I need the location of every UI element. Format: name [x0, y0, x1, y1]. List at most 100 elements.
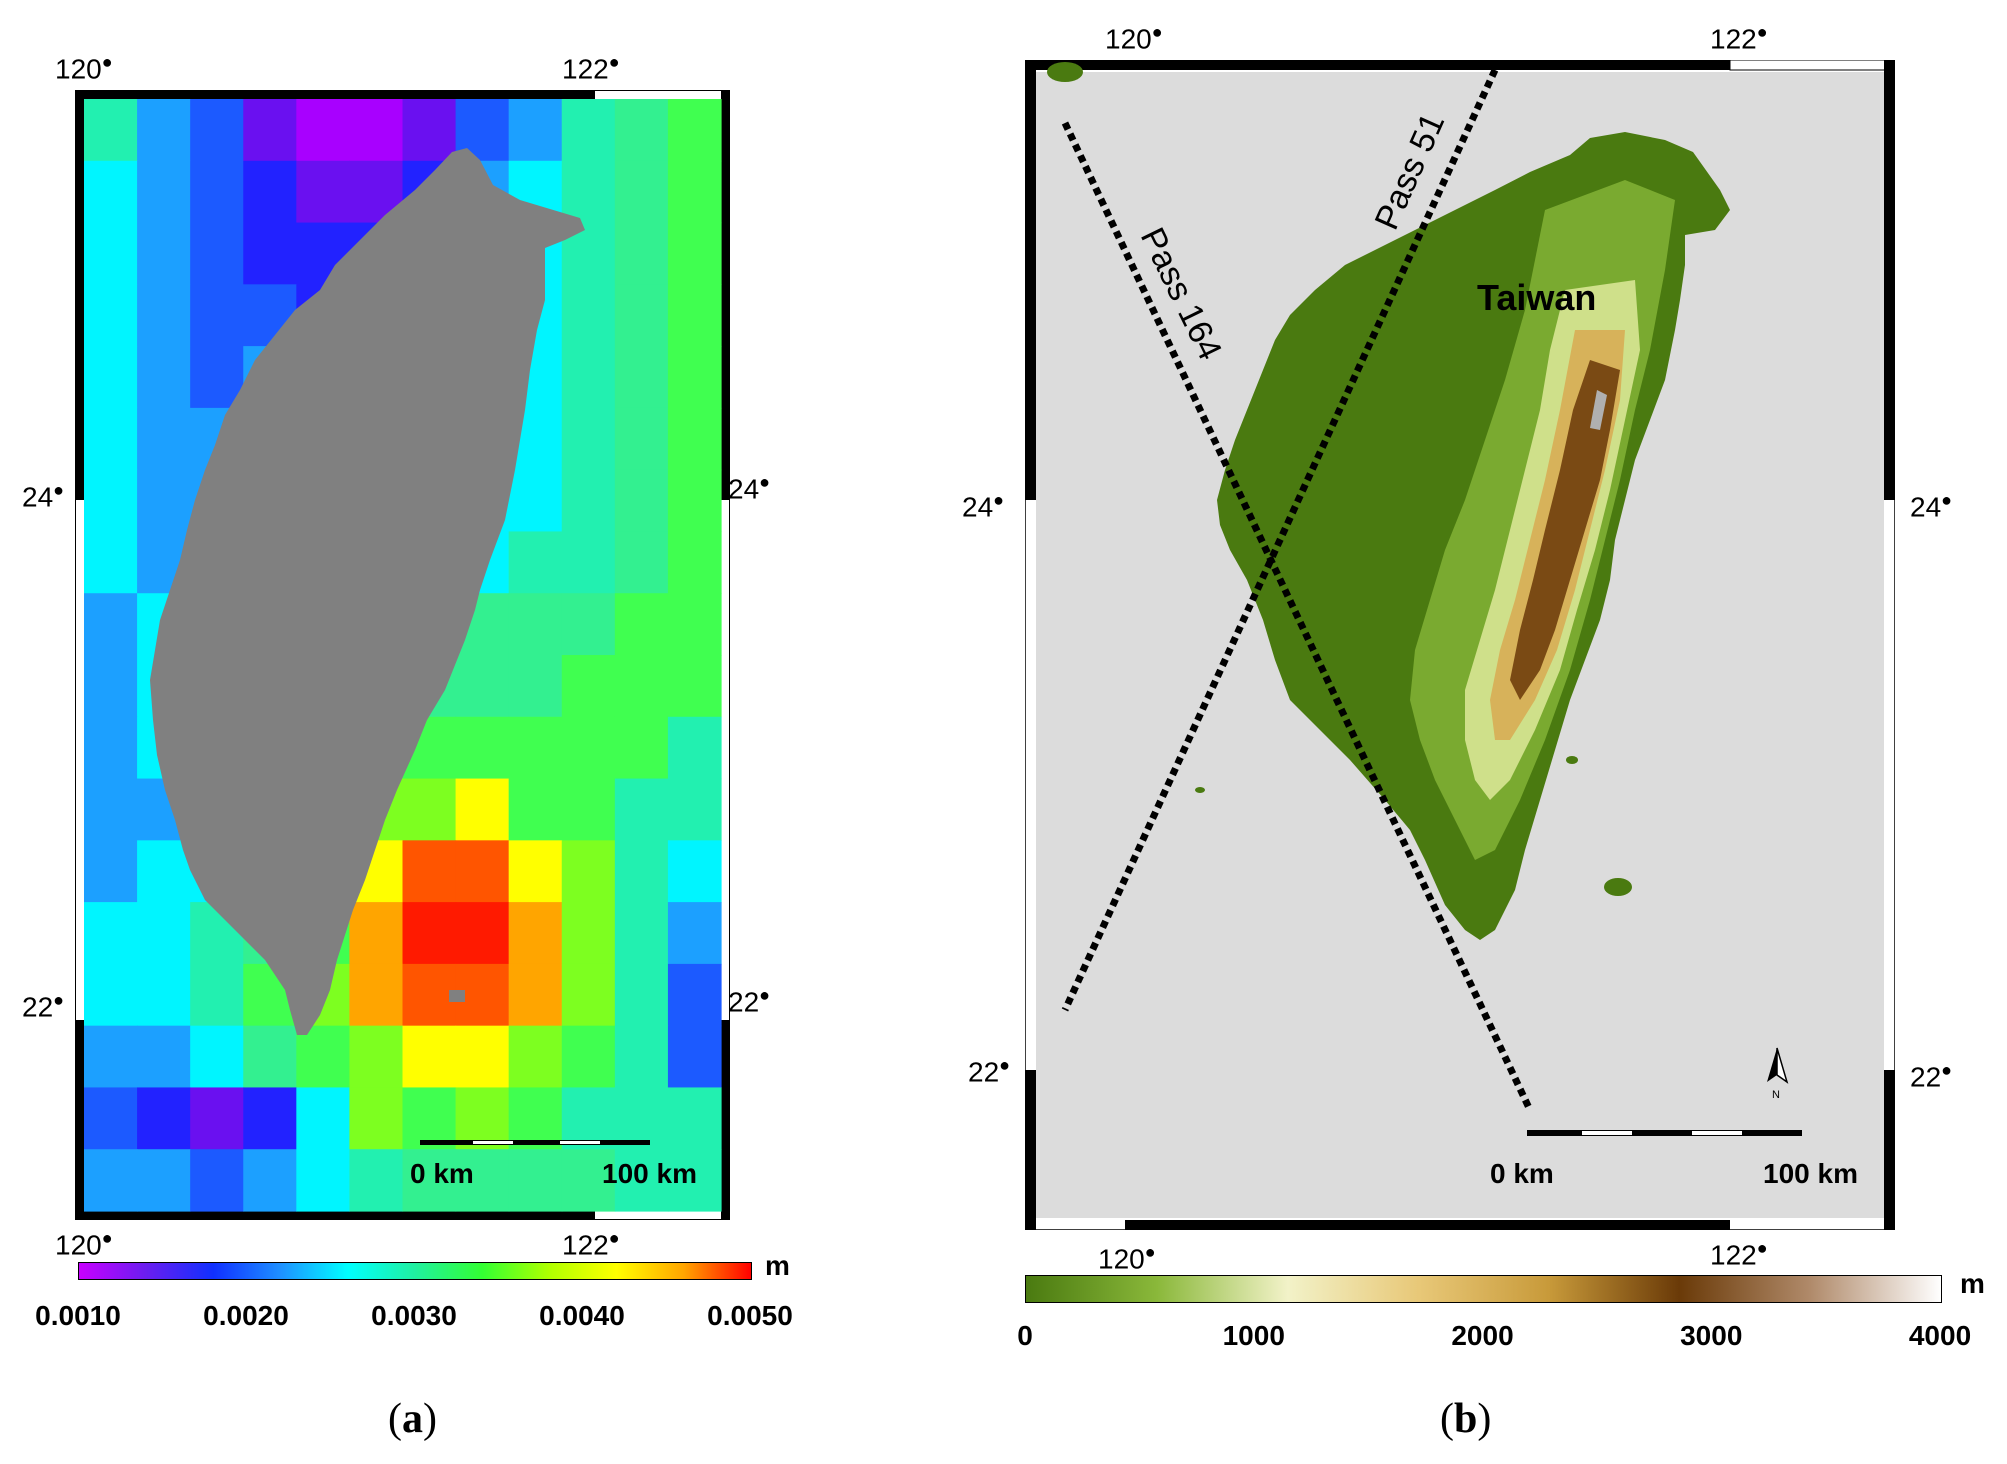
raster-cell — [84, 222, 138, 285]
colorbar-tick-label: 3000 — [1680, 1320, 1743, 1351]
raster-cell — [190, 222, 244, 285]
raster-cell — [243, 160, 297, 224]
raster-cell — [349, 1025, 404, 1089]
lat-label-left-lower: 22● — [968, 1055, 1011, 1088]
lat-label-right-lower: 22● — [728, 985, 771, 1018]
small-island — [1195, 787, 1205, 793]
raster-cell — [84, 902, 138, 965]
frame-bar-left-upper — [1025, 60, 1036, 500]
raster-cell — [455, 655, 510, 718]
raster-cell — [508, 1025, 563, 1089]
raster-cell — [614, 593, 669, 656]
colorbar-tick-label: 0.0010 — [35, 1300, 121, 1331]
raster-cell — [243, 1025, 297, 1089]
raster-cell — [402, 902, 457, 965]
raster-cell — [137, 160, 191, 224]
raster-cell — [667, 902, 722, 965]
raster-cell — [402, 778, 457, 841]
raster-cell — [508, 963, 563, 1027]
raster-cell — [667, 284, 722, 347]
raster-cell — [561, 1149, 616, 1212]
raster-cell — [614, 531, 669, 594]
raster-cell — [243, 99, 297, 162]
raster-cell — [667, 346, 722, 409]
lon-label-top-left: 120● — [55, 52, 113, 85]
raster-cell — [190, 963, 244, 1027]
colorbar-tick-label: 0 — [1017, 1320, 1033, 1351]
raster-cell — [561, 902, 616, 965]
colorbar-tick-label: 0.0020 — [203, 1300, 289, 1331]
raster-cell — [137, 99, 191, 162]
raster-cell — [137, 840, 191, 903]
north-arrow: N — [1767, 1047, 1789, 1101]
raster-cell — [137, 1087, 191, 1150]
raster-cell — [455, 778, 510, 841]
raster-cell — [296, 1149, 351, 1212]
raster-cell — [402, 840, 457, 903]
raster-cell — [84, 840, 138, 903]
raster-cell — [614, 963, 669, 1027]
raster-cell — [137, 346, 191, 409]
raster-cell — [84, 160, 138, 224]
lon-label-bottom-left: 120● — [55, 1228, 113, 1261]
raster-cell — [190, 346, 244, 409]
raster-cell — [561, 840, 616, 903]
raster-cell — [508, 1087, 563, 1150]
raster-cell — [349, 99, 404, 162]
colorbar-b — [1025, 1275, 1942, 1303]
raster-cell — [561, 1025, 616, 1089]
lat-label-right-upper: 24● — [1910, 490, 1953, 523]
colorbar-unit: m — [765, 1250, 790, 1281]
raster-cell — [349, 902, 404, 965]
raster-cell — [667, 407, 722, 471]
raster-cell — [561, 346, 616, 409]
raster-cell — [137, 407, 191, 471]
raster-cell — [137, 963, 191, 1027]
pass-164-track[interactable] — [1061, 121, 1534, 1112]
raster-cell — [614, 469, 669, 533]
raster-cell — [455, 1149, 510, 1212]
land-mask — [150, 148, 585, 1035]
raster-cell — [614, 1087, 669, 1150]
colorbar-tick-label: 0.0030 — [371, 1300, 457, 1331]
raster-cell — [84, 716, 138, 780]
colorbar-tick-label: 0.0040 — [539, 1300, 625, 1331]
lon-label-top-left: 120● — [1105, 22, 1163, 55]
raster-cell — [667, 778, 722, 841]
svg-text:N: N — [1772, 1089, 1780, 1101]
raster-cell — [508, 778, 563, 841]
peak-zone — [1590, 390, 1607, 430]
colorbar-unit: m — [1960, 1268, 1985, 1299]
panel-label-a: (a) — [388, 1396, 437, 1442]
raster-cell — [667, 531, 722, 594]
raster-cell — [561, 99, 616, 162]
lon-label-top-right: 122● — [1710, 22, 1768, 55]
lat-label-right-lower: 22● — [1910, 1060, 1953, 1093]
raster-cell — [84, 469, 138, 533]
raster-cell — [84, 346, 138, 409]
raster-cell — [614, 160, 669, 224]
small-island — [1047, 62, 1083, 82]
raster-cell — [667, 1087, 722, 1150]
raster-cell — [455, 1025, 510, 1089]
raster-cell — [614, 655, 669, 718]
raster-cell — [561, 655, 616, 718]
raster-cell — [455, 1087, 510, 1150]
frame-bar-right-lower — [1884, 1070, 1895, 1230]
raster-cell — [667, 469, 722, 533]
panel-a-map — [75, 90, 730, 1220]
raster-cell — [667, 963, 722, 1027]
raster-cell — [190, 1149, 244, 1212]
frame-bar-left-lower — [75, 1020, 84, 1220]
raster-cell — [508, 99, 563, 162]
pass-51-track[interactable] — [1061, 68, 1499, 1012]
raster-cell — [84, 1087, 138, 1150]
raster-cell — [349, 1149, 404, 1212]
raster-cell — [614, 716, 669, 780]
raster-cell — [614, 284, 669, 347]
raster-cell — [84, 593, 138, 656]
lon-label-bottom-left: 120● — [1098, 1242, 1156, 1275]
frame-bar-top — [75, 90, 595, 99]
raster-cell — [349, 963, 404, 1027]
raster-cell — [561, 284, 616, 347]
